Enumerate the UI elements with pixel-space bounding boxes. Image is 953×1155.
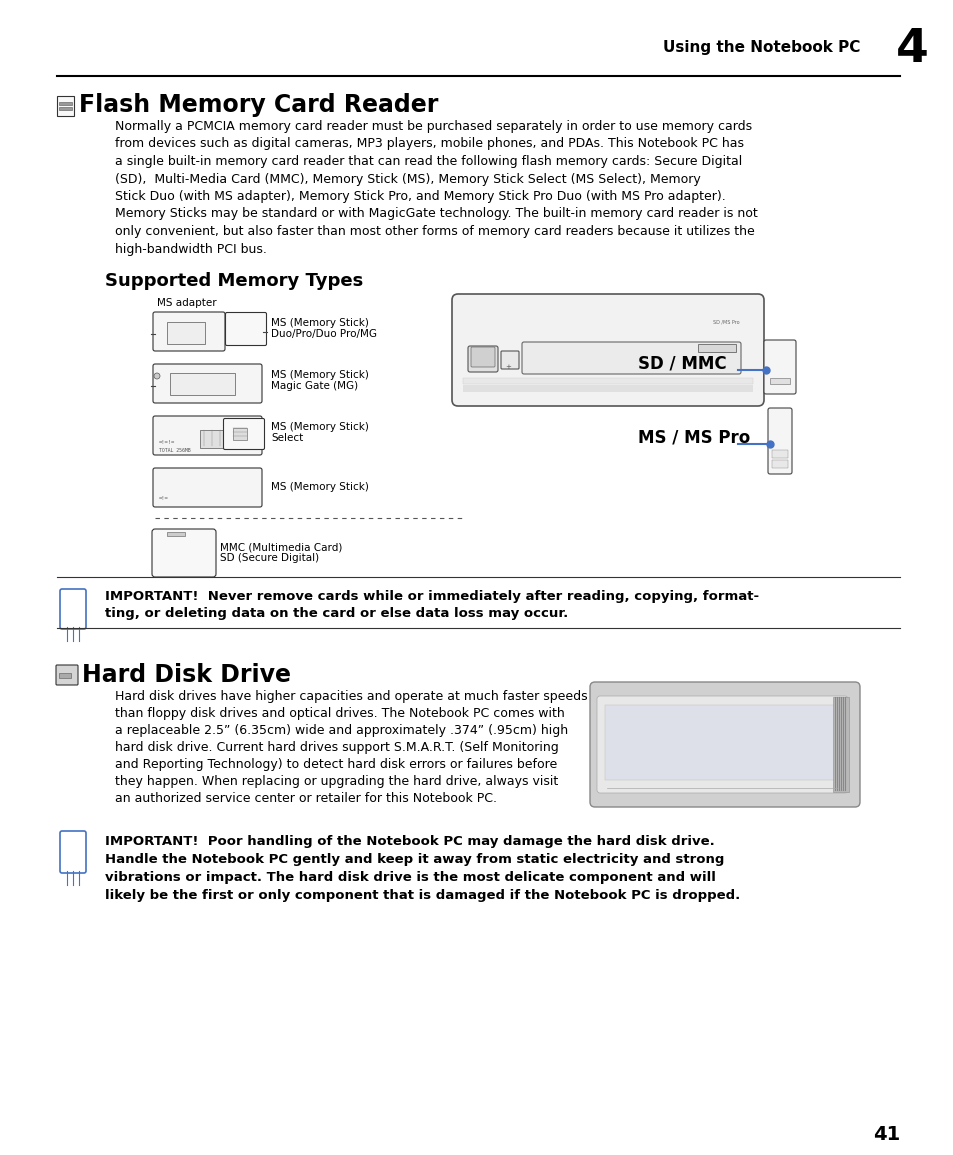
Text: high-bandwidth PCI bus.: high-bandwidth PCI bus. [115, 243, 267, 255]
Text: a replaceable 2.5” (6.35cm) wide and approximately .374” (.95cm) high: a replaceable 2.5” (6.35cm) wide and app… [115, 724, 568, 737]
FancyBboxPatch shape [471, 346, 495, 367]
Bar [462, 385, 752, 392]
FancyBboxPatch shape [500, 351, 518, 368]
Text: +: + [504, 364, 511, 370]
Text: Select: Select [271, 433, 303, 444]
FancyBboxPatch shape [468, 346, 497, 372]
Text: and Reporting Technology) to detect hard disk errors or failures before: and Reporting Technology) to detect hard… [115, 758, 557, 772]
Bar [832, 696, 848, 792]
Text: (SD),  Multi-Media Card (MMC), Memory Stick (MS), Memory Stick Select (MS Select: (SD), Multi-Media Card (MMC), Memory Sti… [115, 172, 700, 186]
FancyBboxPatch shape [60, 830, 86, 873]
Text: than floppy disk drives and optical drives. The Notebook PC comes with: than floppy disk drives and optical driv… [115, 707, 564, 720]
Text: from devices such as digital cameras, MP3 players, mobile phones, and PDAs. This: from devices such as digital cameras, MP… [115, 137, 743, 150]
Bar [604, 705, 834, 780]
Text: Memory Sticks may be standard or with MagicGate technology. The built-in memory : Memory Sticks may be standard or with Ma… [115, 208, 757, 221]
FancyBboxPatch shape [152, 364, 262, 403]
Text: MS (Memory Stick): MS (Memory Stick) [271, 318, 369, 328]
Text: Hard Disk Drive: Hard Disk Drive [82, 663, 291, 687]
Text: Supported Memory Types: Supported Memory Types [105, 271, 363, 290]
Text: Magic Gate (MG): Magic Gate (MG) [271, 381, 357, 392]
Text: Normally a PCMCIA memory card reader must be purchased separately in order to us: Normally a PCMCIA memory card reader mus… [115, 120, 751, 133]
Text: an authorized service center or retailer for this Notebook PC.: an authorized service center or retailer… [115, 792, 497, 805]
FancyBboxPatch shape [597, 696, 847, 793]
Text: likely be the first or only component that is damaged if the Notebook PC is drop: likely be the first or only component th… [105, 889, 740, 902]
Bar [167, 322, 205, 344]
FancyBboxPatch shape [152, 416, 262, 455]
FancyBboxPatch shape [225, 313, 266, 345]
Text: they happen. When replacing or upgrading the hard drive, always visit: they happen. When replacing or upgrading… [115, 775, 558, 788]
Text: SD (Secure Digital): SD (Secure Digital) [220, 553, 319, 562]
Text: IMPORTANT!  Poor handling of the Notebook PC may damage the hard disk drive.: IMPORTANT! Poor handling of the Notebook… [105, 835, 714, 848]
Text: Duo/Pro/Duo Pro/MG: Duo/Pro/Duo Pro/MG [271, 329, 376, 340]
Text: 41: 41 [872, 1125, 899, 1143]
Text: MS (Memory Stick): MS (Memory Stick) [271, 370, 369, 380]
Text: a single built-in memory card reader that can read the following flash memory ca: a single built-in memory card reader tha… [115, 155, 741, 167]
Bar [59, 102, 71, 105]
Text: SD / MMC: SD / MMC [638, 353, 726, 372]
Bar [167, 532, 185, 536]
Text: hard disk drive. Current hard drives support S.M.A.R.T. (Self Monitoring: hard disk drive. Current hard drives sup… [115, 742, 558, 754]
Circle shape [153, 373, 160, 379]
Text: Handle the Notebook PC gently and keep it away from static electricity and stron: Handle the Notebook PC gently and keep i… [105, 854, 723, 866]
Text: MS / MS Pro: MS / MS Pro [638, 429, 749, 446]
Bar [233, 429, 247, 440]
FancyBboxPatch shape [452, 295, 763, 407]
Bar [59, 107, 71, 110]
Text: only convenient, but also faster than most other forms of memory card readers be: only convenient, but also faster than mo… [115, 225, 754, 238]
FancyBboxPatch shape [521, 342, 740, 374]
Bar [771, 450, 787, 459]
Text: Stick Duo (with MS adapter), Memory Stick Pro, and Memory Stick Pro Duo (with MS: Stick Duo (with MS adapter), Memory Stic… [115, 191, 725, 203]
Text: SD /MS Pro: SD /MS Pro [713, 320, 740, 325]
Bar [769, 378, 789, 383]
FancyBboxPatch shape [152, 312, 225, 351]
Bar [200, 430, 230, 448]
Text: IMPORTANT!  Never remove cards while or immediately after reading, copying, form: IMPORTANT! Never remove cards while or i… [105, 590, 759, 603]
FancyBboxPatch shape [767, 408, 791, 474]
Bar [698, 344, 735, 352]
FancyBboxPatch shape [60, 589, 86, 629]
Text: TOTAL 256MB: TOTAL 256MB [159, 448, 191, 453]
Text: Using the Notebook PC: Using the Notebook PC [662, 40, 859, 55]
Text: 4: 4 [895, 27, 927, 72]
Bar [170, 373, 234, 395]
Text: MS (Memory Stick): MS (Memory Stick) [271, 482, 369, 492]
Text: vibrations or impact. The hard disk drive is the most delicate component and wil: vibrations or impact. The hard disk driv… [105, 871, 715, 884]
Text: MS adapter: MS adapter [157, 298, 216, 308]
FancyBboxPatch shape [223, 418, 264, 449]
FancyBboxPatch shape [589, 681, 859, 807]
Bar [771, 460, 787, 468]
FancyBboxPatch shape [152, 468, 262, 507]
Text: Flash Memory Card Reader: Flash Memory Card Reader [79, 94, 438, 117]
Text: =!=: =!= [159, 495, 169, 501]
Text: MS (Memory Stick): MS (Memory Stick) [271, 422, 369, 432]
Text: Hard disk drives have higher capacities and operate at much faster speeds: Hard disk drives have higher capacities … [115, 690, 587, 703]
Bar [462, 378, 752, 383]
Bar [59, 673, 71, 678]
FancyBboxPatch shape [152, 529, 215, 578]
Text: ting, or deleting data on the card or else data loss may occur.: ting, or deleting data on the card or el… [105, 608, 568, 620]
Text: =!=!=: =!=!= [159, 440, 175, 445]
FancyBboxPatch shape [763, 340, 795, 394]
FancyBboxPatch shape [56, 665, 78, 685]
Bar [57, 96, 74, 116]
Text: MMC (Multimedia Card): MMC (Multimedia Card) [220, 542, 342, 552]
